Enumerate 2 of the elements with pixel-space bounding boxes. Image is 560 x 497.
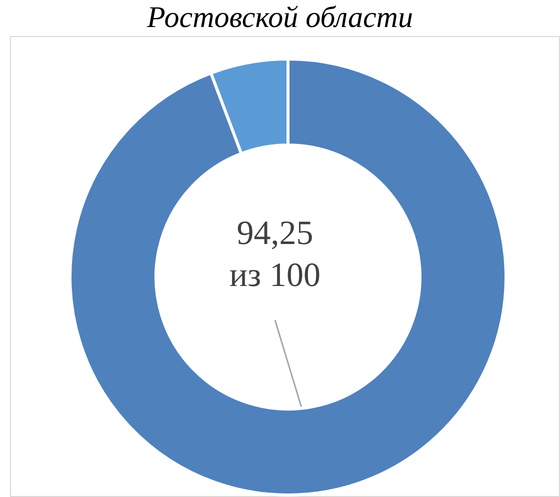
chart-title: Ростовской области — [146, 0, 414, 36]
data-label: 94,25 из 100 — [229, 215, 321, 294]
